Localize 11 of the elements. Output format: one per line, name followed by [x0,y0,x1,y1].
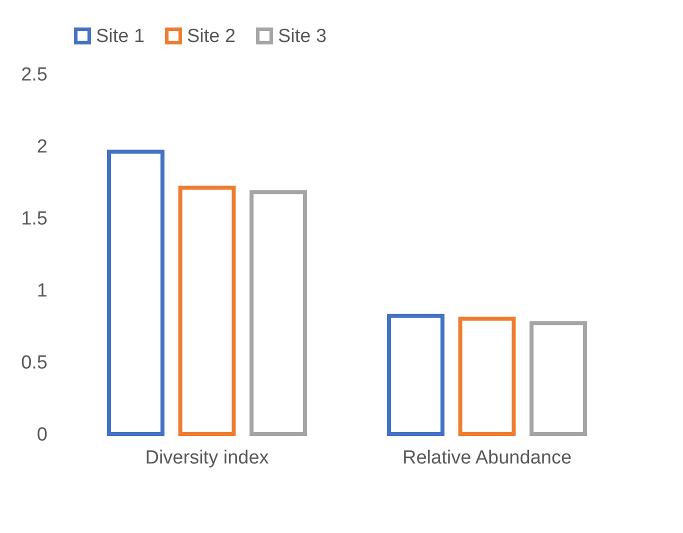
legend-label: Site 2 [187,26,236,47]
y-tick-label: 2 [36,136,48,158]
legend-label: Site 3 [278,26,327,47]
x-tick-label: Diversity index [145,448,270,468]
x-tick-label: Relative Abundance [402,448,572,468]
y-tick-label: 1.5 [21,208,48,230]
y-tick-label: 1 [36,280,48,302]
y-tick-label: 0.5 [21,352,48,374]
y-tick-label: 2.5 [21,64,48,86]
y-tick-label: 0 [36,424,48,446]
legend-label: Site 1 [96,26,145,47]
